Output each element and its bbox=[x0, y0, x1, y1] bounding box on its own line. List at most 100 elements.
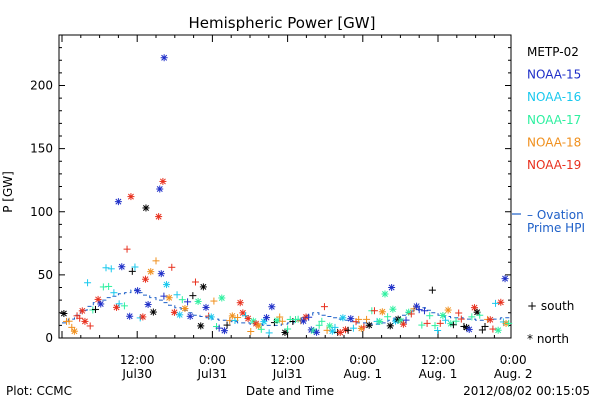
data-point bbox=[123, 245, 131, 253]
data-point bbox=[363, 315, 371, 323]
chart-title: Hemispheric Power [GW] bbox=[189, 14, 376, 32]
data-point bbox=[313, 328, 321, 336]
data-point bbox=[157, 270, 165, 278]
data-point bbox=[97, 300, 105, 308]
x-tick-label-date: Jul30 bbox=[121, 367, 152, 381]
data-point bbox=[418, 321, 426, 329]
data-point bbox=[236, 299, 244, 307]
y-axis-ticks: 0 50 100 150 200 bbox=[30, 47, 511, 345]
data-point bbox=[115, 300, 123, 308]
data-point-outlier bbox=[160, 54, 168, 62]
x-tick-label-time: 12:00 bbox=[270, 353, 305, 367]
data-point bbox=[139, 313, 147, 321]
x-tick-label-time: 0:00 bbox=[500, 353, 527, 367]
data-point bbox=[465, 325, 473, 333]
data-point bbox=[197, 322, 205, 330]
data-point-outlier bbox=[114, 198, 122, 206]
data-point bbox=[181, 305, 189, 313]
data-point bbox=[247, 327, 255, 335]
data-point bbox=[165, 294, 173, 302]
data-point bbox=[299, 317, 307, 325]
x-tick-label-date: Jul31 bbox=[272, 367, 303, 381]
data-point bbox=[344, 326, 352, 334]
data-point bbox=[284, 325, 292, 333]
data-point bbox=[439, 312, 447, 319]
data-point bbox=[276, 313, 284, 321]
data-point bbox=[70, 327, 78, 335]
data-point bbox=[478, 326, 486, 334]
data-point-outlier bbox=[159, 177, 167, 185]
data-point-outlier bbox=[127, 193, 135, 201]
data-point bbox=[281, 328, 289, 336]
data-point bbox=[218, 294, 226, 302]
footer-plot-credit: Plot: CCMC bbox=[6, 384, 72, 398]
x-tick-label-date: Aug. 2 bbox=[494, 367, 533, 381]
data-point bbox=[423, 319, 431, 327]
data-point bbox=[91, 305, 99, 313]
data-point bbox=[60, 309, 68, 317]
data-point bbox=[84, 279, 92, 287]
data-point bbox=[120, 302, 128, 310]
data-point bbox=[389, 305, 397, 313]
data-point bbox=[378, 308, 386, 316]
data-point bbox=[402, 316, 410, 324]
data-point bbox=[489, 325, 497, 333]
data-point bbox=[386, 322, 394, 330]
data-point bbox=[384, 313, 392, 321]
data-point bbox=[431, 322, 439, 330]
legend-entry: METP-02 bbox=[527, 45, 579, 59]
data-point bbox=[207, 313, 215, 321]
data-point bbox=[263, 314, 271, 322]
data-point bbox=[428, 286, 436, 294]
data-point bbox=[168, 263, 176, 271]
data-point bbox=[107, 265, 115, 273]
data-point bbox=[278, 317, 286, 325]
data-point bbox=[234, 313, 242, 321]
data-point bbox=[170, 308, 178, 316]
data-point bbox=[326, 322, 334, 330]
data-point bbox=[189, 292, 197, 300]
data-point bbox=[228, 312, 236, 320]
data-point bbox=[144, 301, 152, 309]
ovation-label-line2: Prime HPI bbox=[527, 221, 585, 235]
data-point bbox=[492, 299, 500, 307]
north-marker-legend: * north bbox=[527, 332, 569, 346]
data-point bbox=[86, 322, 94, 330]
data-point bbox=[186, 312, 194, 320]
x-tick-label-time: 12:00 bbox=[421, 353, 456, 367]
data-point bbox=[191, 278, 199, 286]
data-point bbox=[305, 313, 313, 321]
data-point bbox=[349, 324, 357, 332]
data-point-outlier bbox=[501, 275, 509, 283]
data-point bbox=[347, 315, 355, 323]
x-tick-label-date: Aug. 1 bbox=[343, 367, 382, 381]
data-point bbox=[481, 322, 489, 330]
data-point bbox=[320, 303, 328, 311]
data-point bbox=[486, 316, 494, 324]
x-tick-label-time: 0:00 bbox=[199, 353, 226, 367]
data-point-outlier bbox=[388, 284, 396, 291]
data-point bbox=[102, 264, 110, 272]
data-point bbox=[339, 314, 347, 322]
x-tick-label-date: Aug. 1 bbox=[419, 367, 458, 381]
data-point bbox=[436, 319, 444, 327]
data-point-outlier bbox=[142, 204, 150, 212]
data-point bbox=[381, 290, 389, 298]
data-point bbox=[370, 307, 378, 315]
legend-entry: NOAA-18 bbox=[527, 135, 581, 149]
data-point bbox=[215, 324, 223, 332]
data-point bbox=[265, 329, 273, 337]
data-point bbox=[260, 318, 268, 326]
data-point bbox=[255, 322, 263, 330]
y-tick-label: 100 bbox=[30, 205, 53, 219]
data-point bbox=[331, 323, 339, 331]
data-point bbox=[184, 298, 192, 306]
data-point bbox=[444, 306, 452, 314]
data-point bbox=[152, 257, 160, 265]
data-point bbox=[455, 309, 463, 317]
data-point bbox=[155, 213, 163, 221]
data-point bbox=[497, 298, 505, 306]
data-point bbox=[415, 306, 423, 314]
data-point bbox=[178, 296, 186, 304]
